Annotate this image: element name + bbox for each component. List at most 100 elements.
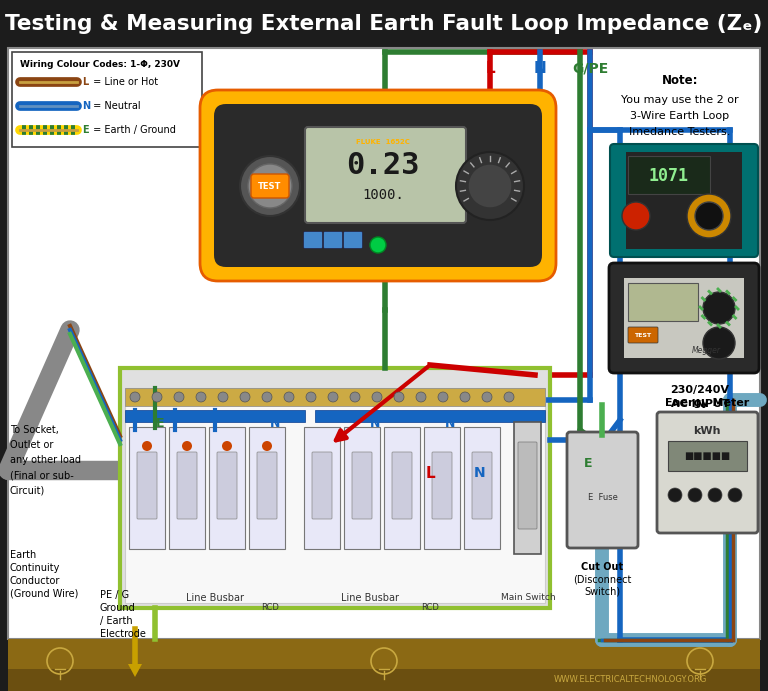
Text: = Earth / Ground: = Earth / Ground — [90, 125, 176, 135]
Circle shape — [182, 441, 192, 451]
Text: 1071: 1071 — [649, 167, 689, 185]
Text: Testing & Measuring External Earth Fault Loop Impedance (Zₑ): Testing & Measuring External Earth Fault… — [5, 14, 763, 34]
Text: 1000.: 1000. — [362, 188, 404, 202]
Text: WWW.ELECTRICALTECHNOLOGY.ORG: WWW.ELECTRICALTECHNOLOGY.ORG — [553, 674, 707, 683]
Circle shape — [152, 392, 162, 402]
Circle shape — [708, 488, 722, 502]
Circle shape — [460, 392, 470, 402]
Bar — [624, 278, 744, 358]
Text: Earth: Earth — [10, 550, 36, 560]
Circle shape — [248, 164, 292, 208]
Text: any other load: any other load — [10, 455, 81, 465]
Text: E  Fuse: E Fuse — [588, 493, 618, 502]
Bar — [8, 669, 760, 691]
Text: You may use the 2 or: You may use the 2 or — [621, 95, 739, 105]
FancyBboxPatch shape — [257, 452, 277, 519]
Circle shape — [262, 441, 272, 451]
Circle shape — [688, 488, 702, 502]
Bar — [315, 410, 545, 422]
FancyBboxPatch shape — [628, 327, 658, 343]
Bar — [0, 0, 768, 48]
Text: E: E — [584, 457, 592, 469]
Bar — [628, 156, 710, 194]
FancyBboxPatch shape — [217, 452, 237, 519]
Circle shape — [372, 392, 382, 402]
Text: L: L — [425, 466, 435, 480]
Text: Line Busbar: Line Busbar — [186, 593, 244, 603]
Circle shape — [394, 392, 404, 402]
Bar — [120, 368, 550, 608]
Circle shape — [438, 392, 448, 402]
Text: Energy Meter: Energy Meter — [665, 398, 749, 408]
Text: Circuit): Circuit) — [10, 485, 45, 495]
Bar — [8, 48, 760, 639]
FancyBboxPatch shape — [209, 427, 245, 549]
Text: Wiring Colour Codes: 1-Φ, 230V: Wiring Colour Codes: 1-Φ, 230V — [20, 59, 180, 68]
Text: (Ground Wire): (Ground Wire) — [10, 589, 78, 599]
FancyBboxPatch shape — [392, 452, 412, 519]
Circle shape — [262, 392, 272, 402]
FancyBboxPatch shape — [464, 427, 500, 549]
Bar — [626, 152, 742, 249]
Text: N: N — [474, 466, 486, 480]
FancyBboxPatch shape — [214, 104, 542, 267]
Text: E: E — [156, 417, 164, 430]
FancyBboxPatch shape — [344, 427, 380, 549]
Text: N: N — [270, 417, 280, 430]
FancyBboxPatch shape — [567, 432, 638, 548]
Circle shape — [370, 237, 386, 253]
Text: RCD: RCD — [421, 603, 439, 612]
FancyBboxPatch shape — [609, 263, 759, 373]
FancyBboxPatch shape — [249, 427, 285, 549]
FancyBboxPatch shape — [169, 427, 205, 549]
Text: L: L — [485, 61, 495, 75]
FancyBboxPatch shape — [424, 427, 460, 549]
Text: FLUKE  1652C: FLUKE 1652C — [356, 139, 410, 145]
FancyBboxPatch shape — [432, 452, 452, 519]
Circle shape — [222, 441, 232, 451]
Text: L: L — [82, 77, 88, 87]
Text: N: N — [82, 101, 90, 111]
Text: Continuity: Continuity — [10, 563, 61, 573]
Circle shape — [703, 327, 735, 359]
Text: TEST: TEST — [258, 182, 282, 191]
Text: RCD: RCD — [261, 603, 279, 612]
FancyBboxPatch shape — [200, 90, 556, 281]
Text: To Socket,: To Socket, — [10, 425, 59, 435]
Bar — [628, 283, 698, 321]
Circle shape — [456, 152, 524, 220]
Circle shape — [622, 202, 650, 230]
Text: ■■■■■: ■■■■■ — [684, 451, 730, 461]
Circle shape — [240, 156, 300, 216]
FancyBboxPatch shape — [305, 127, 466, 223]
Text: Outlet or: Outlet or — [10, 440, 53, 450]
Text: Note:: Note: — [662, 73, 698, 86]
Circle shape — [482, 392, 492, 402]
Text: Line Busbar: Line Busbar — [341, 593, 399, 603]
FancyBboxPatch shape — [304, 427, 340, 549]
Circle shape — [703, 292, 735, 324]
Text: AC INPUT: AC INPUT — [670, 399, 730, 409]
Circle shape — [687, 194, 731, 238]
Circle shape — [416, 392, 426, 402]
Bar — [125, 410, 305, 422]
Circle shape — [468, 164, 512, 208]
Text: Ground: Ground — [100, 603, 136, 613]
FancyBboxPatch shape — [177, 452, 197, 519]
Bar — [125, 388, 545, 406]
Text: TEST: TEST — [634, 332, 651, 337]
Circle shape — [130, 392, 140, 402]
Circle shape — [328, 392, 338, 402]
Text: Imedance Testers.: Imedance Testers. — [629, 127, 730, 137]
Text: N: N — [370, 417, 380, 430]
Text: Main Switch: Main Switch — [501, 594, 555, 603]
Text: (Disconnect: (Disconnect — [573, 574, 631, 584]
Circle shape — [174, 392, 184, 402]
Text: Conductor: Conductor — [10, 576, 61, 586]
Circle shape — [240, 392, 250, 402]
Text: = Line or Hot: = Line or Hot — [90, 77, 158, 87]
Bar — [125, 388, 545, 603]
Text: 3-Wire Earth Loop: 3-Wire Earth Loop — [631, 111, 730, 121]
Circle shape — [695, 202, 723, 230]
Bar — [12, 52, 202, 147]
